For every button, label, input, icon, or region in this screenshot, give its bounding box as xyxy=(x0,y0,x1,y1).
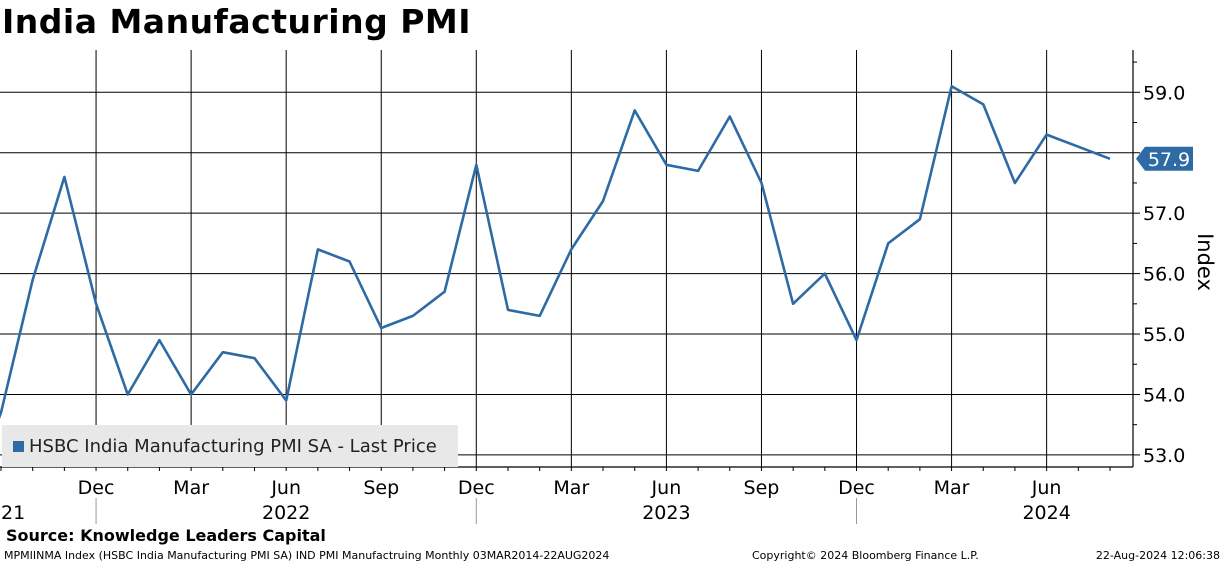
x-year-label: 2021 xyxy=(0,502,25,524)
y-tick-label: 59.0 xyxy=(1143,82,1185,104)
source-note: Source: Knowledge Leaders Capital xyxy=(6,526,326,545)
x-tick-label: Mar xyxy=(934,477,970,499)
y-tick-label: 55.0 xyxy=(1143,324,1185,346)
legend: HSBC India Manufacturing PMI SA - Last P… xyxy=(2,425,458,467)
y-tick-label: 56.0 xyxy=(1143,264,1185,286)
last-value-tag: 57.9 xyxy=(1136,146,1193,171)
legend-swatch xyxy=(13,440,24,452)
x-year-label: 2024 xyxy=(1022,502,1070,524)
x-year-label: 2022 xyxy=(262,502,310,524)
x-tick-label: Sep xyxy=(744,477,780,499)
x-tick-label: Jun xyxy=(1031,477,1062,499)
legend-label: HSBC India Manufacturing PMI SA - Last P… xyxy=(29,435,437,457)
series-line xyxy=(0,85,1111,419)
footer-ticker-description: MPMIINMA Index (HSBC India Manufacturing… xyxy=(4,549,610,562)
x-tick-label: Sep xyxy=(363,477,399,499)
x-tick-label: Dec xyxy=(78,477,115,499)
x-tick-label: Mar xyxy=(173,477,209,499)
y-tick-label: 57.0 xyxy=(1143,203,1185,225)
x-tick-label: Mar xyxy=(553,477,589,499)
last-value-label: 57.9 xyxy=(1148,149,1190,171)
x-tick-label: Dec xyxy=(458,477,495,499)
grid-lines xyxy=(0,50,1133,467)
footer-timestamp: 22-Aug-2024 12:06:38 xyxy=(1095,549,1220,562)
x-tick-label: Jun xyxy=(651,477,682,499)
y-tick-label: 54.0 xyxy=(1143,384,1185,406)
tick-labels: 53.0 54.0 55.0 56.0 57.0 59.0 Dec Mar Jun Sep Dec M… xyxy=(0,82,1217,524)
chart-title: India Manufacturing PMI xyxy=(2,2,472,41)
x-tick-label: Jun xyxy=(270,477,301,499)
footer-copyright: Copyright© 2024 Bloomberg Finance L.P. xyxy=(752,549,979,562)
last-value-tag-bg xyxy=(1136,146,1193,171)
y-tick-label: 53.0 xyxy=(1143,445,1185,467)
axes xyxy=(0,50,1140,524)
x-tick-label: Dec xyxy=(838,477,875,499)
series-lines xyxy=(0,85,1111,419)
x-year-label: 2023 xyxy=(642,502,690,524)
y-axis-label: Index xyxy=(1193,233,1217,291)
